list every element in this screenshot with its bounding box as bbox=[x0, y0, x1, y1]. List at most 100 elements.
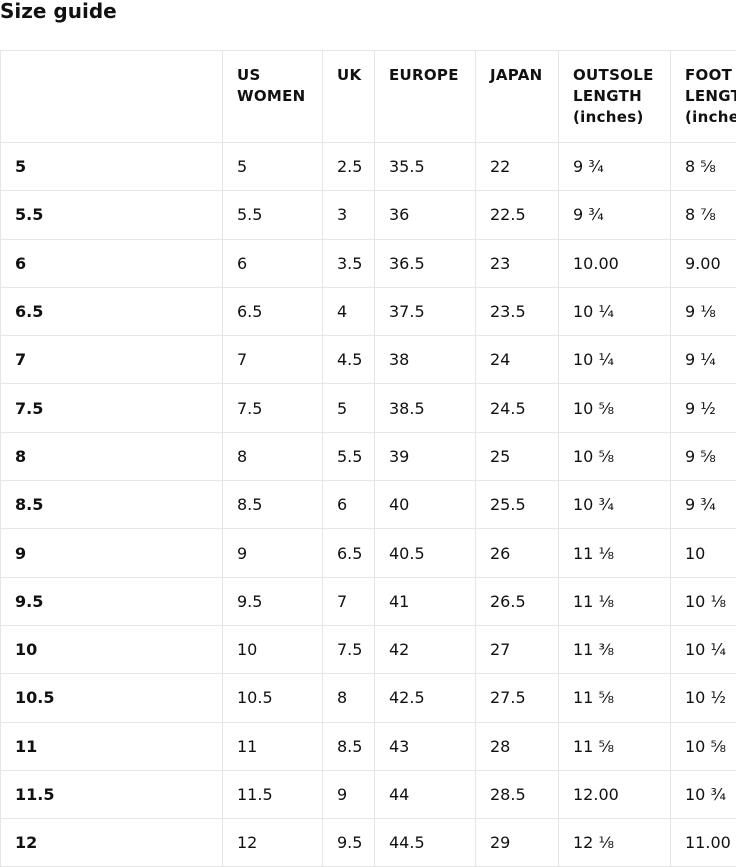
table-cell: 5 bbox=[222, 141, 323, 192]
table-cell: 7 bbox=[222, 335, 323, 385]
table-cell: 11 bbox=[222, 721, 323, 771]
table-cell: 10 ¾ bbox=[558, 480, 671, 530]
table-cell: 22 bbox=[475, 141, 559, 192]
table-cell: 44 bbox=[374, 769, 476, 820]
table-cell: 26.5 bbox=[475, 576, 559, 626]
table-cell: 24 bbox=[475, 335, 559, 385]
page-title: Size guide bbox=[0, 0, 117, 23]
table-cell: 9 bbox=[222, 528, 323, 578]
table-cell: 22.5 bbox=[475, 190, 559, 240]
table-cell: 9 ⅛ bbox=[670, 286, 736, 337]
table-row: 11.5 11.5 9 44 28.5 12.00 10 ¾ bbox=[0, 769, 736, 820]
size-cell: 7.5 bbox=[0, 383, 223, 433]
table-cell: 10 ¼ bbox=[558, 286, 671, 337]
table-cell: 10 bbox=[670, 528, 736, 578]
table-cell: 8 ⅞ bbox=[670, 190, 736, 240]
table-cell: 10 ¼ bbox=[558, 335, 671, 385]
table-cell: 24.5 bbox=[475, 383, 559, 433]
header-cell: EUROPE bbox=[374, 50, 476, 143]
table-row: 11 11 8.5 43 28 11 ⅝ 10 ⅝ bbox=[0, 721, 736, 771]
table-cell: 27.5 bbox=[475, 673, 559, 723]
table-cell: 11.5 bbox=[222, 769, 323, 820]
size-cell: 12 bbox=[0, 818, 223, 867]
table-cell: 10 ½ bbox=[670, 673, 736, 723]
table-cell: 6 bbox=[222, 238, 323, 288]
table-cell: 28 bbox=[475, 721, 559, 771]
table-cell: 10 ¼ bbox=[670, 624, 736, 675]
table-cell: 11 ⅛ bbox=[558, 576, 671, 626]
size-cell: 11 bbox=[0, 721, 223, 771]
table-cell: 9 bbox=[322, 769, 375, 820]
header-cell: US WOMEN bbox=[222, 50, 323, 143]
table-cell: 9 ⅝ bbox=[670, 431, 736, 482]
table-cell: 43 bbox=[374, 721, 476, 771]
table-cell: 4.5 bbox=[322, 335, 375, 385]
table-cell: 37.5 bbox=[374, 286, 476, 337]
table-cell: 10 bbox=[222, 624, 323, 675]
header-cell bbox=[0, 50, 223, 143]
table-cell: 10 ⅛ bbox=[670, 576, 736, 626]
table-cell: 36.5 bbox=[374, 238, 476, 288]
table-cell: 7.5 bbox=[322, 624, 375, 675]
table-cell: 2.5 bbox=[322, 141, 375, 192]
table-cell: 9 ¾ bbox=[558, 141, 671, 192]
table-cell: 6.5 bbox=[322, 528, 375, 578]
size-cell: 7 bbox=[0, 335, 223, 385]
table-cell: 9 ¾ bbox=[670, 480, 736, 530]
table-cell: 5.5 bbox=[322, 431, 375, 482]
size-cell: 9 bbox=[0, 528, 223, 578]
table-cell: 8.5 bbox=[322, 721, 375, 771]
table-cell: 11.00 bbox=[670, 818, 736, 867]
size-cell: 5.5 bbox=[0, 190, 223, 240]
table-row: 6 6 3.5 36.5 23 10.00 9.00 bbox=[0, 238, 736, 288]
table-cell: 44.5 bbox=[374, 818, 476, 867]
table-cell: 40 bbox=[374, 480, 476, 530]
table-cell: 25 bbox=[475, 431, 559, 482]
table-row: 9.5 9.5 7 41 26.5 11 ⅛ 10 ⅛ bbox=[0, 576, 736, 626]
table-cell: 38.5 bbox=[374, 383, 476, 433]
table-cell: 23.5 bbox=[475, 286, 559, 337]
header-cell: JAPAN bbox=[475, 50, 559, 143]
table-cell: 10 ⅝ bbox=[670, 721, 736, 771]
table-cell: 3.5 bbox=[322, 238, 375, 288]
table-cell: 11 ⅝ bbox=[558, 673, 671, 723]
table-cell: 7 bbox=[322, 576, 375, 626]
table-cell: 25.5 bbox=[475, 480, 559, 530]
table-cell: 10 ⅝ bbox=[558, 383, 671, 433]
table-cell: 10 ¾ bbox=[670, 769, 736, 820]
table-cell: 9 ¼ bbox=[670, 335, 736, 385]
table-cell: 6 bbox=[322, 480, 375, 530]
table-cell: 8 ⅝ bbox=[670, 141, 736, 192]
table-container: US WOMEN UK EUROPE JAPAN OUTSOLE LENGTH (inc… bbox=[0, 50, 736, 867]
table-cell: 12 ⅛ bbox=[558, 818, 671, 867]
table-cell: 39 bbox=[374, 431, 476, 482]
table-cell: 40.5 bbox=[374, 528, 476, 578]
table-cell: 27 bbox=[475, 624, 559, 675]
header-cell: OUTSOLE LENGTH (inches) bbox=[558, 50, 671, 143]
table-row: 12 12 9.5 44.5 29 12 ⅛ 11.00 bbox=[0, 818, 736, 867]
table-cell: 5 bbox=[322, 383, 375, 433]
table-cell: 12 bbox=[222, 818, 323, 867]
table-cell: 42.5 bbox=[374, 673, 476, 723]
table-cell: 10.00 bbox=[558, 238, 671, 288]
table-cell: 7.5 bbox=[222, 383, 323, 433]
table-cell: 11 ⅜ bbox=[558, 624, 671, 675]
size-cell: 8.5 bbox=[0, 480, 223, 530]
table-cell: 8 bbox=[222, 431, 323, 482]
table-cell: 10.5 bbox=[222, 673, 323, 723]
size-cell: 6.5 bbox=[0, 286, 223, 337]
size-cell: 8 bbox=[0, 431, 223, 482]
table-cell: 10 ⅝ bbox=[558, 431, 671, 482]
table-cell: 26 bbox=[475, 528, 559, 578]
table-cell: 28.5 bbox=[475, 769, 559, 820]
size-cell: 9.5 bbox=[0, 576, 223, 626]
size-cell: 5 bbox=[0, 141, 223, 192]
